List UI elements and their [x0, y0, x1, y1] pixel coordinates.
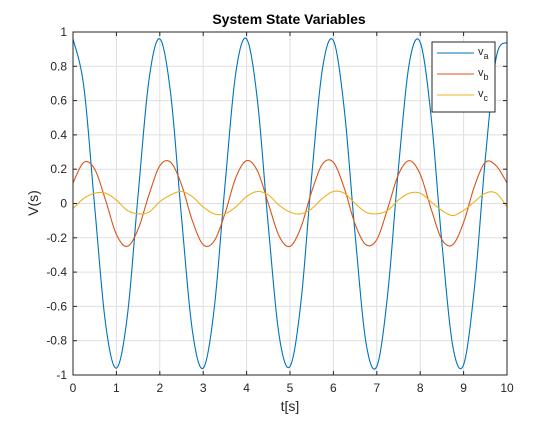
y-tick-label: 1: [60, 25, 67, 39]
y-tick-label: 0.4: [50, 128, 67, 142]
y-tick-label: 0: [60, 197, 67, 211]
x-tick-label: 5: [287, 381, 294, 395]
legend-label-subscript: b: [484, 72, 489, 82]
x-tick-label: 9: [460, 381, 467, 395]
x-tick-label: 3: [200, 381, 207, 395]
y-tick-label: 0.6: [50, 94, 67, 108]
x-tick-label: 0: [70, 381, 77, 395]
x-tick-label: 2: [156, 381, 163, 395]
series-line-v-c: [72, 190, 508, 217]
x-tick-label: 1: [113, 381, 120, 395]
x-axis-label: t[s]: [281, 398, 300, 414]
y-tick-label: -0.4: [46, 265, 67, 279]
legend-label-v-a: va: [478, 46, 489, 61]
y-tick-label: -0.8: [46, 334, 67, 348]
x-tick-label: 6: [330, 381, 337, 395]
x-tick-label: 4: [243, 381, 250, 395]
series-line-v-a: [72, 37, 508, 370]
legend-label-base: v: [478, 67, 484, 79]
legend-label-v-c: vc: [478, 88, 489, 103]
x-tick-label: 10: [500, 381, 514, 395]
y-axis-label: V(s): [25, 190, 41, 216]
y-tick-label: 0.8: [50, 59, 67, 73]
legend-box: [431, 41, 496, 113]
x-tick-label: 7: [373, 381, 380, 395]
series-line-v-b: [72, 159, 508, 248]
y-tick-label: -0.6: [46, 299, 67, 313]
axis-layer: 0 1 2 3 4 5 6 7 8 9 10 -1 -0.8 -0.6 -0.4 -0.2 0 0.2 0.4 0.6…: [46, 25, 514, 395]
legend-label-base: v: [478, 46, 484, 58]
legend-label-v-b: vb: [478, 67, 489, 82]
series-layer: [72, 37, 508, 370]
y-tick-label: -1: [56, 368, 67, 382]
x-tick-label: 8: [417, 381, 424, 395]
y-tick-label: -0.2: [46, 231, 67, 245]
chart-title: System State Variables: [212, 11, 366, 27]
legend-label-subscript: a: [484, 51, 489, 61]
legend-label-base: v: [478, 88, 484, 100]
y-tick-label: 0.2: [50, 162, 67, 176]
legend-label-subscript: c: [484, 93, 489, 103]
